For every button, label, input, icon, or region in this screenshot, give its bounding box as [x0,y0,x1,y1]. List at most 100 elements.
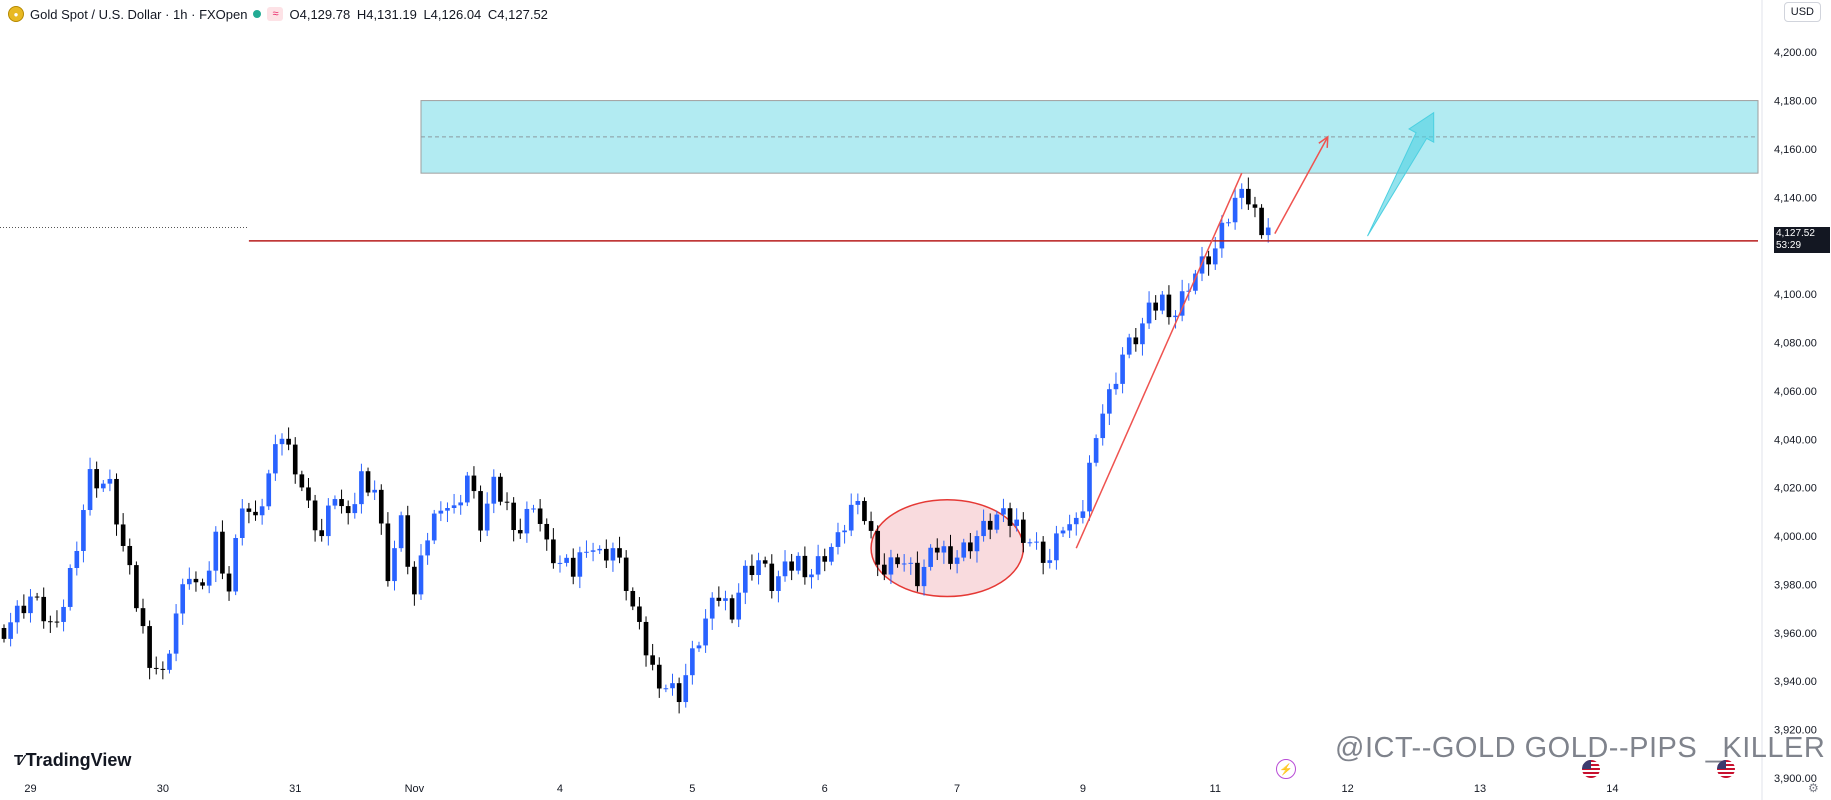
candle-body [564,557,569,563]
candle-body [431,513,437,541]
candle-body [862,500,867,522]
candle-body [551,539,556,564]
consolidation-ellipse[interactable] [870,499,1025,598]
price-tick-label: 3,940.00 [1774,676,1817,688]
candle-body [1126,337,1132,355]
candle-body [670,683,675,689]
candle-body [385,523,391,582]
candle-body [147,626,152,668]
candle-body [749,565,755,576]
candle-body [273,444,278,474]
candle-body [54,621,60,623]
candle-body [167,653,172,670]
price-tick-label: 4,080.00 [1774,338,1817,350]
wave-icon[interactable]: ≈ [267,7,284,21]
candle-body [1107,389,1112,414]
candle-body [445,508,450,511]
candle-body [372,489,377,493]
candle-body [663,688,669,690]
us-flag-event-icon[interactable] [1582,760,1600,778]
candle-body [1193,273,1198,291]
candle-body [1073,517,1079,525]
candle-body [690,648,695,676]
candle-body [1040,541,1046,563]
candle-body [471,475,477,492]
candle-body [604,548,609,561]
candle-body [233,538,238,592]
candle-body [987,520,993,530]
us-flag-event-icon[interactable] [1717,760,1735,778]
time-tick-label: 7 [954,783,960,795]
candle-body [491,476,497,504]
lightning-icon[interactable]: ⚡ [1276,759,1296,779]
candle-body [451,505,457,508]
candle-body [1001,508,1006,515]
price-tick-label: 4,140.00 [1774,192,1817,204]
candle-body [100,483,106,489]
candle-body [524,508,530,534]
settings-icon[interactable]: ⚙ [1808,781,1819,795]
candle-body [617,548,622,558]
time-tick-label: 29 [24,783,36,795]
candle-body [180,584,186,614]
candle-body [74,550,80,568]
candle-body [610,548,616,561]
price-tick-label: 3,920.00 [1774,725,1817,737]
candle-body [1252,204,1258,208]
candle-body [968,542,973,552]
candle-body [795,555,801,571]
time-tick-label: 30 [157,783,169,795]
candle-body [1054,533,1059,561]
candle-body [921,566,927,587]
candle-body [193,578,199,583]
candle-body [517,530,523,534]
candle-body [81,510,86,551]
candle-body [266,473,272,507]
candle-body [908,562,914,564]
candle-body [1166,294,1172,318]
candle-body [915,562,920,587]
candle-body [1219,222,1225,249]
time-tick-label: 13 [1474,783,1486,795]
candle-body [425,540,430,556]
candle-body [1133,337,1139,345]
price-tick-label: 3,960.00 [1774,628,1817,640]
candle-body [762,560,768,564]
candle-body [809,574,814,578]
candle-body [120,524,126,546]
candle-body [1212,248,1218,265]
price-tick-label: 4,180.00 [1774,96,1817,108]
candle-body [246,508,252,512]
candle-body [848,504,854,531]
candle-body [868,521,874,531]
candle-body [822,556,828,562]
candle-body [643,621,649,656]
candle-body [1034,541,1039,543]
candle-body [736,592,742,620]
candle-body [319,530,325,537]
projection-arrow-line[interactable] [1274,136,1329,235]
candle-body [544,523,550,540]
candle-body [584,551,589,553]
candle-body [703,618,708,646]
candle-body [332,499,338,506]
candle-body [306,487,311,501]
currency-button[interactable]: USD [1783,2,1821,22]
candle-body [835,532,841,547]
candle-body [1259,207,1264,236]
candle-body [1113,383,1119,390]
candle-body [511,502,516,531]
target-projection-arrow[interactable] [1367,111,1435,237]
candle-body [1226,222,1231,224]
symbol-title[interactable]: Gold Spot / U.S. Dollar · 1h · FXOpen [30,6,248,22]
close-value: C4,127.52 [487,6,548,22]
candle-body [1060,530,1066,534]
trend-line[interactable] [1075,172,1243,549]
candle-body [206,570,212,586]
candle-body [531,508,536,510]
candle-body [345,506,351,514]
candle-body [286,438,291,445]
tradingview-logo[interactable]: T⁄ TradingView [14,750,131,771]
candle-body [1206,256,1211,265]
